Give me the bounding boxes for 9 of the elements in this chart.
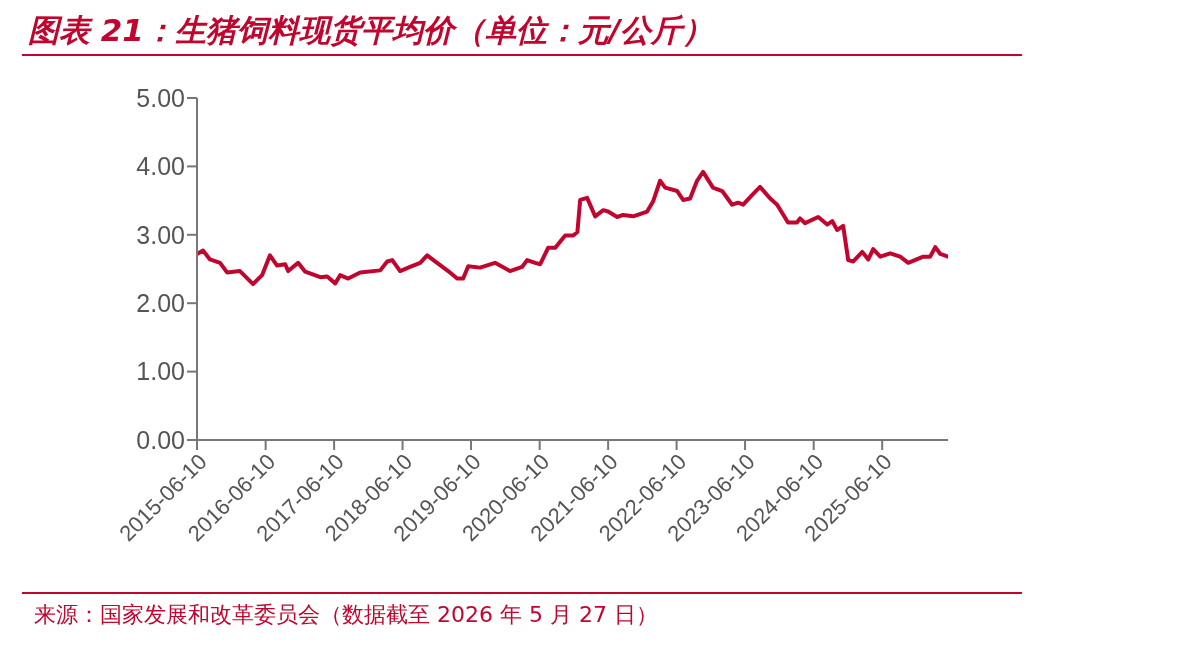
y-tick-label: 0.00 xyxy=(136,425,185,454)
y-tick-label: 1.00 xyxy=(136,357,185,386)
y-tick-label: 4.00 xyxy=(136,152,185,181)
source-note: 来源：国家发展和改革委员会（数据截至 2026 年 5 月 27 日） xyxy=(34,601,659,629)
y-tick-label: 2.00 xyxy=(136,289,185,318)
y-tick-label: 5.00 xyxy=(136,83,185,112)
y-tick-label: 3.00 xyxy=(136,220,185,249)
line-series xyxy=(197,169,948,287)
chart-title: 图表 21：生猪饲料现货平均价（单位：元/公斤） xyxy=(28,11,714,50)
